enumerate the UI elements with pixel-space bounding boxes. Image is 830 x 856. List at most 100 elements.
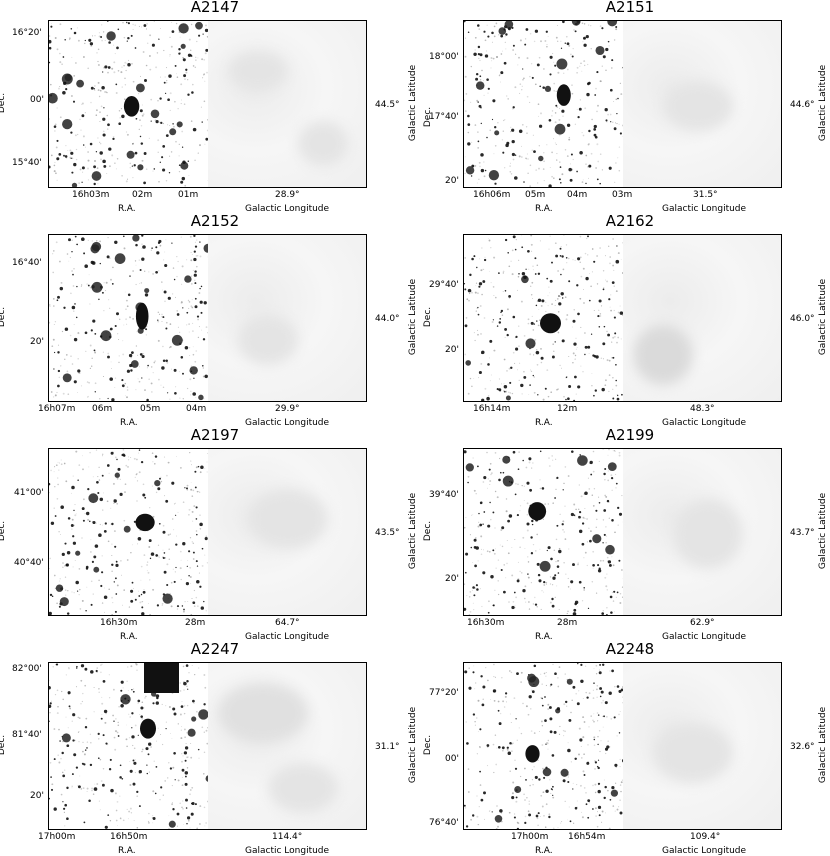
glon-axis-label: Galactic Longitude — [245, 418, 330, 428]
dec-tick: 16°20' — [12, 28, 42, 38]
ra-axis-label: R.A. — [118, 204, 136, 214]
glon-axis-label: Galactic Longitude — [662, 418, 747, 428]
optical-starfield — [464, 21, 624, 187]
dec-tick: 82°00' — [12, 664, 42, 674]
ra-tick: 02m — [132, 190, 153, 200]
dec-tick: 20' — [445, 345, 459, 355]
optical-image — [48, 448, 210, 616]
panel-a2197: A2197 Dec. 41°00' 40°40' 16h30m 28m R.A.… — [0, 426, 415, 643]
glon-axis-label: Galactic Longitude — [245, 204, 330, 214]
dec-tick: 00' — [30, 95, 44, 105]
glat-value: 44.0° — [375, 314, 400, 324]
dec-tick: 40°40' — [14, 558, 44, 568]
infrared-image — [208, 234, 367, 402]
panel-title: A2151 — [605, 0, 655, 16]
panel-a2152: A2152 Dec. 16°40' 20' 16h07m 06m 05m 04m… — [0, 214, 415, 429]
glon-value: 29.9° — [275, 404, 300, 414]
glon-value: 109.4° — [690, 832, 721, 842]
glon-axis-label: Galactic Longitude — [245, 632, 330, 642]
dec-tick: 15°40' — [12, 158, 42, 168]
panel-title: A2247 — [190, 640, 240, 658]
ra-tick: 05m — [525, 190, 546, 200]
ra-axis-label: R.A. — [535, 632, 553, 642]
glat-axis-label: Galactic Latitude — [408, 492, 419, 570]
dec-axis-label: Dec. — [423, 520, 434, 542]
panel-title: A2197 — [190, 426, 240, 444]
glon-value: 48.3° — [690, 404, 715, 414]
glon-axis-label: Galactic Longitude — [662, 632, 747, 642]
glat-axis-label-right: Galactic Latitude — [818, 492, 829, 570]
optical-starfield — [464, 235, 624, 401]
dec-tick: 81°40' — [12, 730, 42, 740]
ra-tick: 04m — [186, 404, 207, 414]
dec-tick: 20' — [445, 176, 459, 186]
dec-axis-label: Dec. — [423, 306, 434, 328]
dec-tick: 00' — [445, 754, 459, 764]
ra-axis-label: R.A. — [120, 632, 138, 642]
dec-tick: 29°40' — [429, 280, 459, 290]
dec-tick: 20' — [445, 574, 459, 584]
glon-value: 114.4° — [272, 832, 303, 842]
dec-tick: 20' — [30, 337, 44, 347]
panel-title: A2147 — [190, 0, 240, 16]
optical-starfield — [49, 663, 209, 829]
glat-value: 43.5° — [375, 528, 400, 538]
optical-image — [48, 662, 210, 830]
ra-axis-label: R.A. — [118, 846, 136, 856]
ra-axis-label: R.A. — [120, 418, 138, 428]
glat-value: 31.1° — [375, 742, 400, 752]
optical-starfield — [49, 21, 209, 187]
dec-tick: 18°00' — [429, 52, 459, 62]
optical-image — [463, 662, 625, 830]
glon-axis-label: Galactic Longitude — [662, 846, 747, 856]
infrared-image — [623, 662, 782, 830]
ra-tick: 28m — [185, 618, 206, 628]
panel-title: A2199 — [605, 426, 655, 444]
ra-tick: 05m — [140, 404, 161, 414]
ra-tick: 12m — [557, 404, 578, 414]
glat-value: 44.6° — [790, 100, 815, 110]
glat-value: 32.6° — [790, 742, 815, 752]
panel-a2147: A2147 Dec. 16°20' 00' 15°40' 16h03m 02m … — [0, 0, 415, 214]
dec-axis-label: Dec. — [0, 306, 8, 328]
dec-tick: 76°40' — [429, 818, 459, 828]
optical-starfield — [49, 235, 209, 401]
ra-tick: 16h54m — [568, 832, 606, 842]
ra-tick: 16h07m — [38, 404, 76, 414]
glat-axis-label: Galactic Latitude — [408, 64, 419, 142]
ra-tick: 17h00m — [38, 832, 76, 842]
panel-a2248: A2248 Galactic Latitude Dec. 77°20' 00' … — [408, 642, 830, 856]
ra-axis-label: R.A. — [535, 204, 553, 214]
glat-value: 46.0° — [790, 314, 815, 324]
infrared-image — [208, 20, 367, 188]
dec-tick: 41°00' — [14, 488, 44, 498]
glat-axis-label-right: Galactic Latitude — [818, 706, 829, 784]
ra-tick: 16h06m — [473, 190, 511, 200]
glon-value: 31.5° — [693, 190, 718, 200]
ra-tick: 16h30m — [467, 618, 505, 628]
glat-axis-label: Galactic Latitude — [408, 706, 419, 784]
dec-tick: 16°40' — [12, 258, 42, 268]
ra-tick: 04m — [567, 190, 588, 200]
optical-image — [463, 448, 625, 616]
panel-a2199: A2199 Galactic Latitude Dec. 39°40' 20' … — [408, 426, 830, 643]
optical-image — [48, 20, 210, 188]
infrared-image — [623, 234, 782, 402]
infrared-image — [623, 20, 782, 188]
dec-axis-label: Dec. — [0, 734, 8, 756]
optical-image — [48, 234, 210, 402]
ra-axis-label: R.A. — [535, 418, 553, 428]
ra-tick: 16h03m — [72, 190, 110, 200]
ra-tick: 06m — [92, 404, 113, 414]
ra-axis-label: R.A. — [535, 846, 553, 856]
glon-value: 64.7° — [275, 618, 300, 628]
dec-axis-label: Dec. — [0, 92, 8, 114]
glat-axis-label-right: Galactic Latitude — [818, 278, 829, 356]
panel-a2162: A2162 Galactic Latitude Dec. 29°40' 20' … — [408, 214, 830, 429]
glon-value: 62.9° — [690, 618, 715, 628]
glon-value: 28.9° — [275, 190, 300, 200]
optical-image — [463, 20, 625, 188]
dec-axis-label: Dec. — [0, 520, 8, 542]
optical-starfield — [464, 663, 624, 829]
glat-value: 44.5° — [375, 100, 400, 110]
